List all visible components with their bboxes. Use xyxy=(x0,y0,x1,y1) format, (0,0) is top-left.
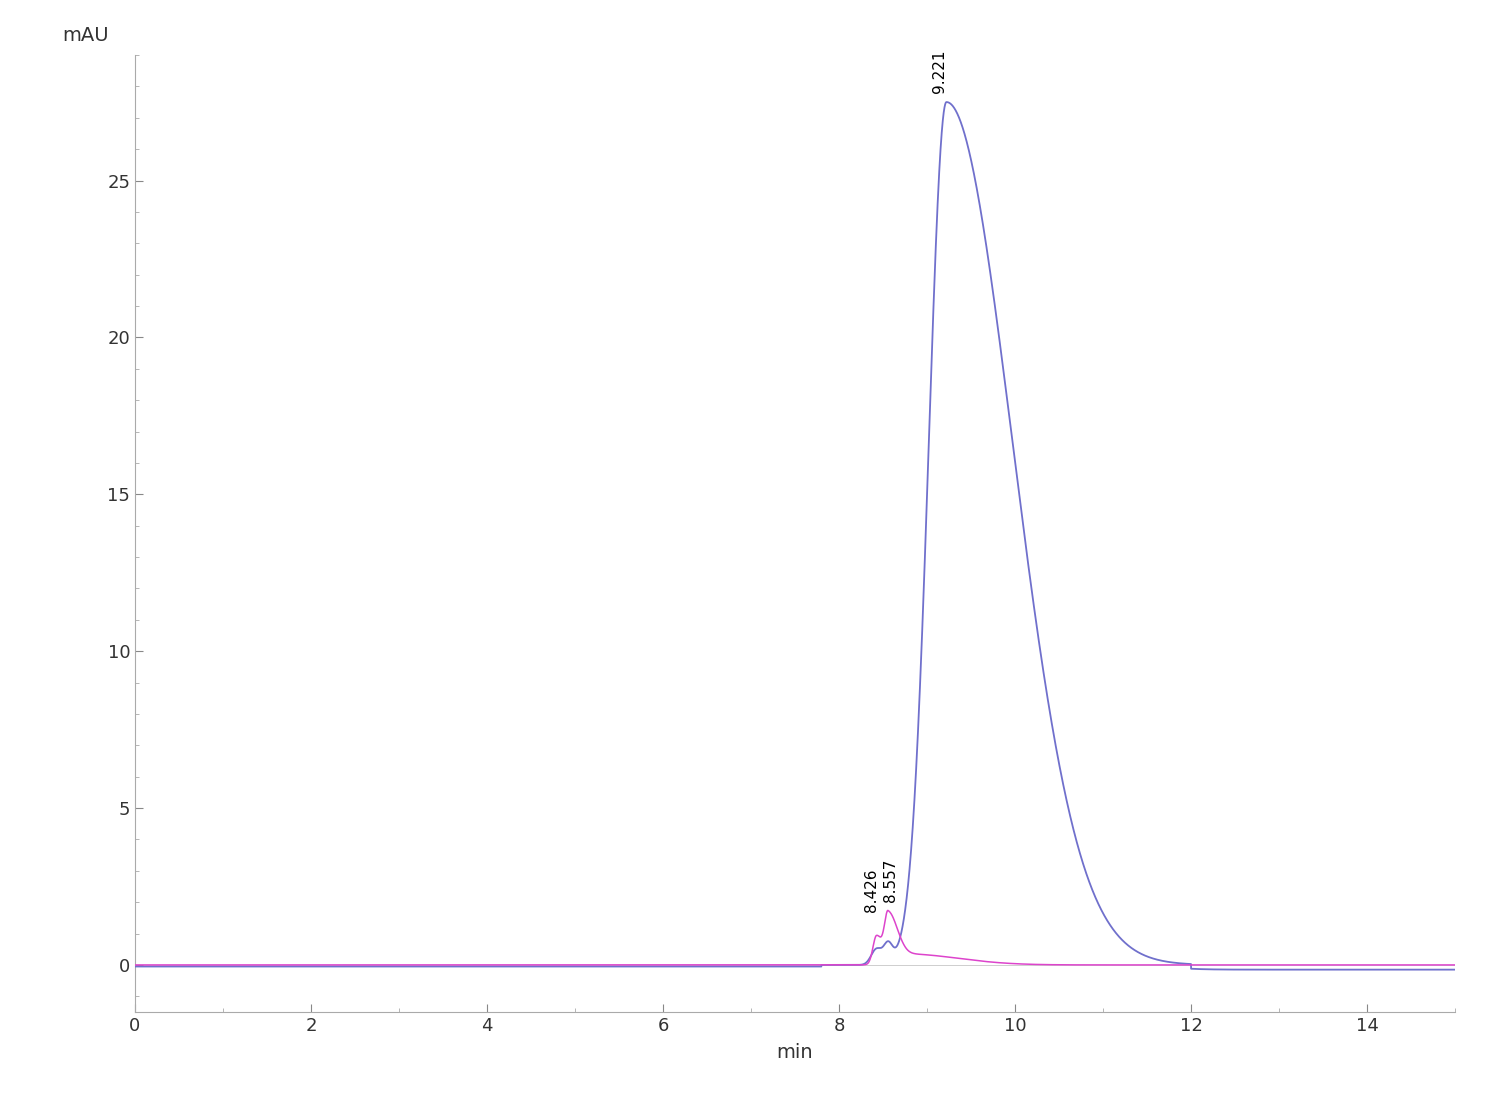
Text: mAU: mAU xyxy=(63,26,110,45)
Text: 9.221: 9.221 xyxy=(932,50,946,92)
Text: 8.426: 8.426 xyxy=(864,868,879,912)
X-axis label: min: min xyxy=(777,1043,813,1063)
Text: 8.557: 8.557 xyxy=(884,859,898,902)
